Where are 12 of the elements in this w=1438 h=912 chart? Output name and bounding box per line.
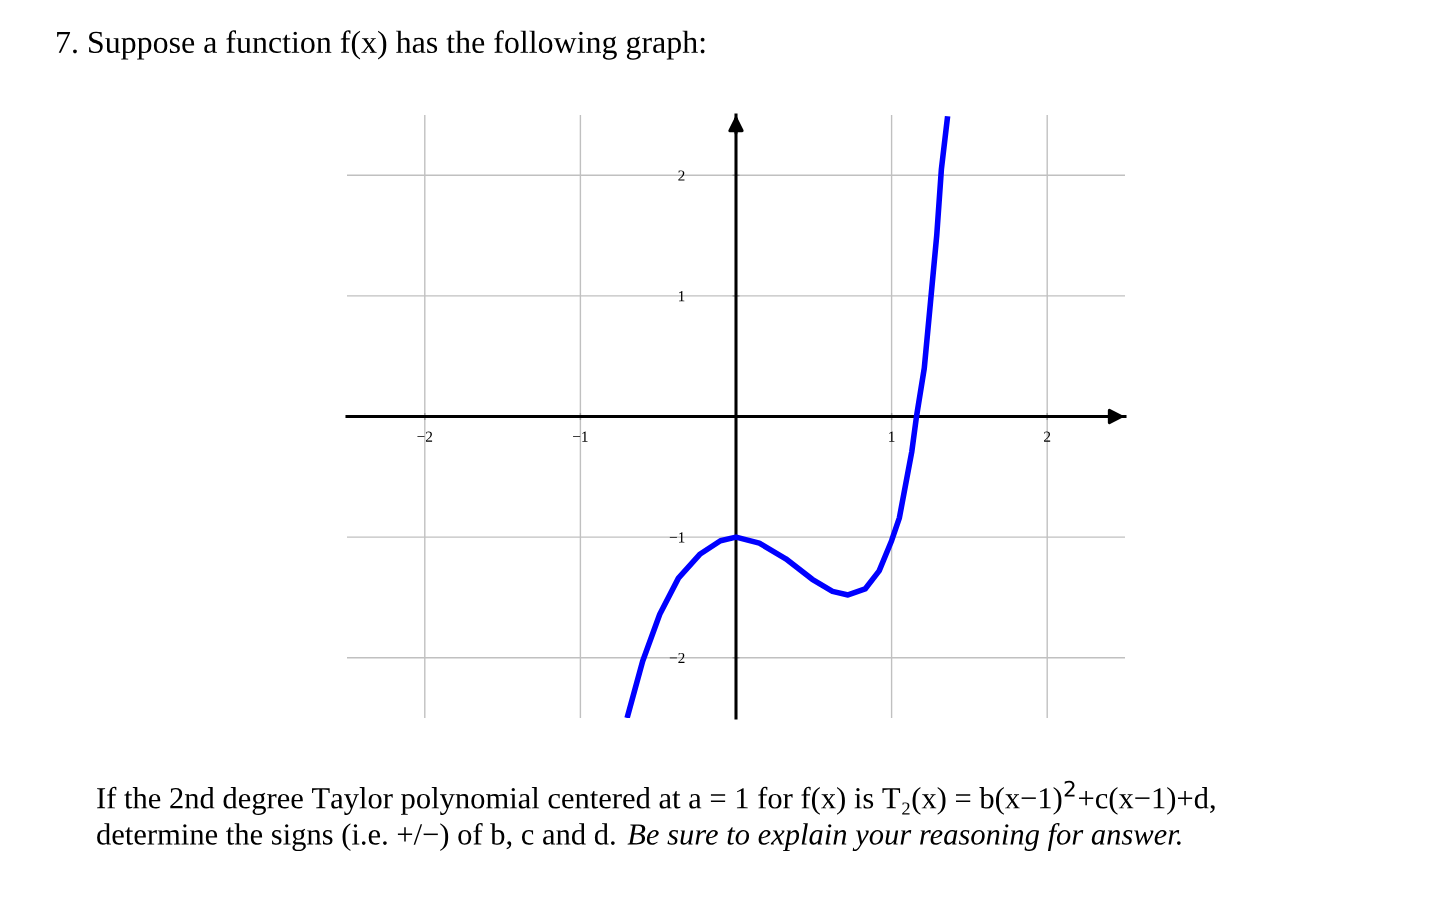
- text: Be sure to explain your reasoning for answer.: [627, 822, 1181, 852]
- y-tick-label: 1: [679, 291, 685, 302]
- y-tick-label: −1: [669, 532, 685, 543]
- x-tick-label: 1: [889, 431, 895, 442]
- x-tick-label: 2: [1044, 431, 1051, 442]
- x-tick-label: −2: [417, 431, 433, 442]
- x-tick-label: −1: [573, 431, 588, 442]
- chart-title: 7. Suppose a function f(x) has the following graph:: [57, 30, 705, 60]
- y-tick-label: 2: [678, 170, 685, 181]
- y-tick-label: −2: [669, 652, 685, 663]
- text: determine the signs (i.e. +/−) of b, c and d.: [97, 822, 615, 852]
- text: If the 2nd degree Taylor polynomial centered at a = 1 for f(x) is T₂(x) = b(x−1)$^{2}$+c(x−1)+d,: [97, 780, 1215, 815]
